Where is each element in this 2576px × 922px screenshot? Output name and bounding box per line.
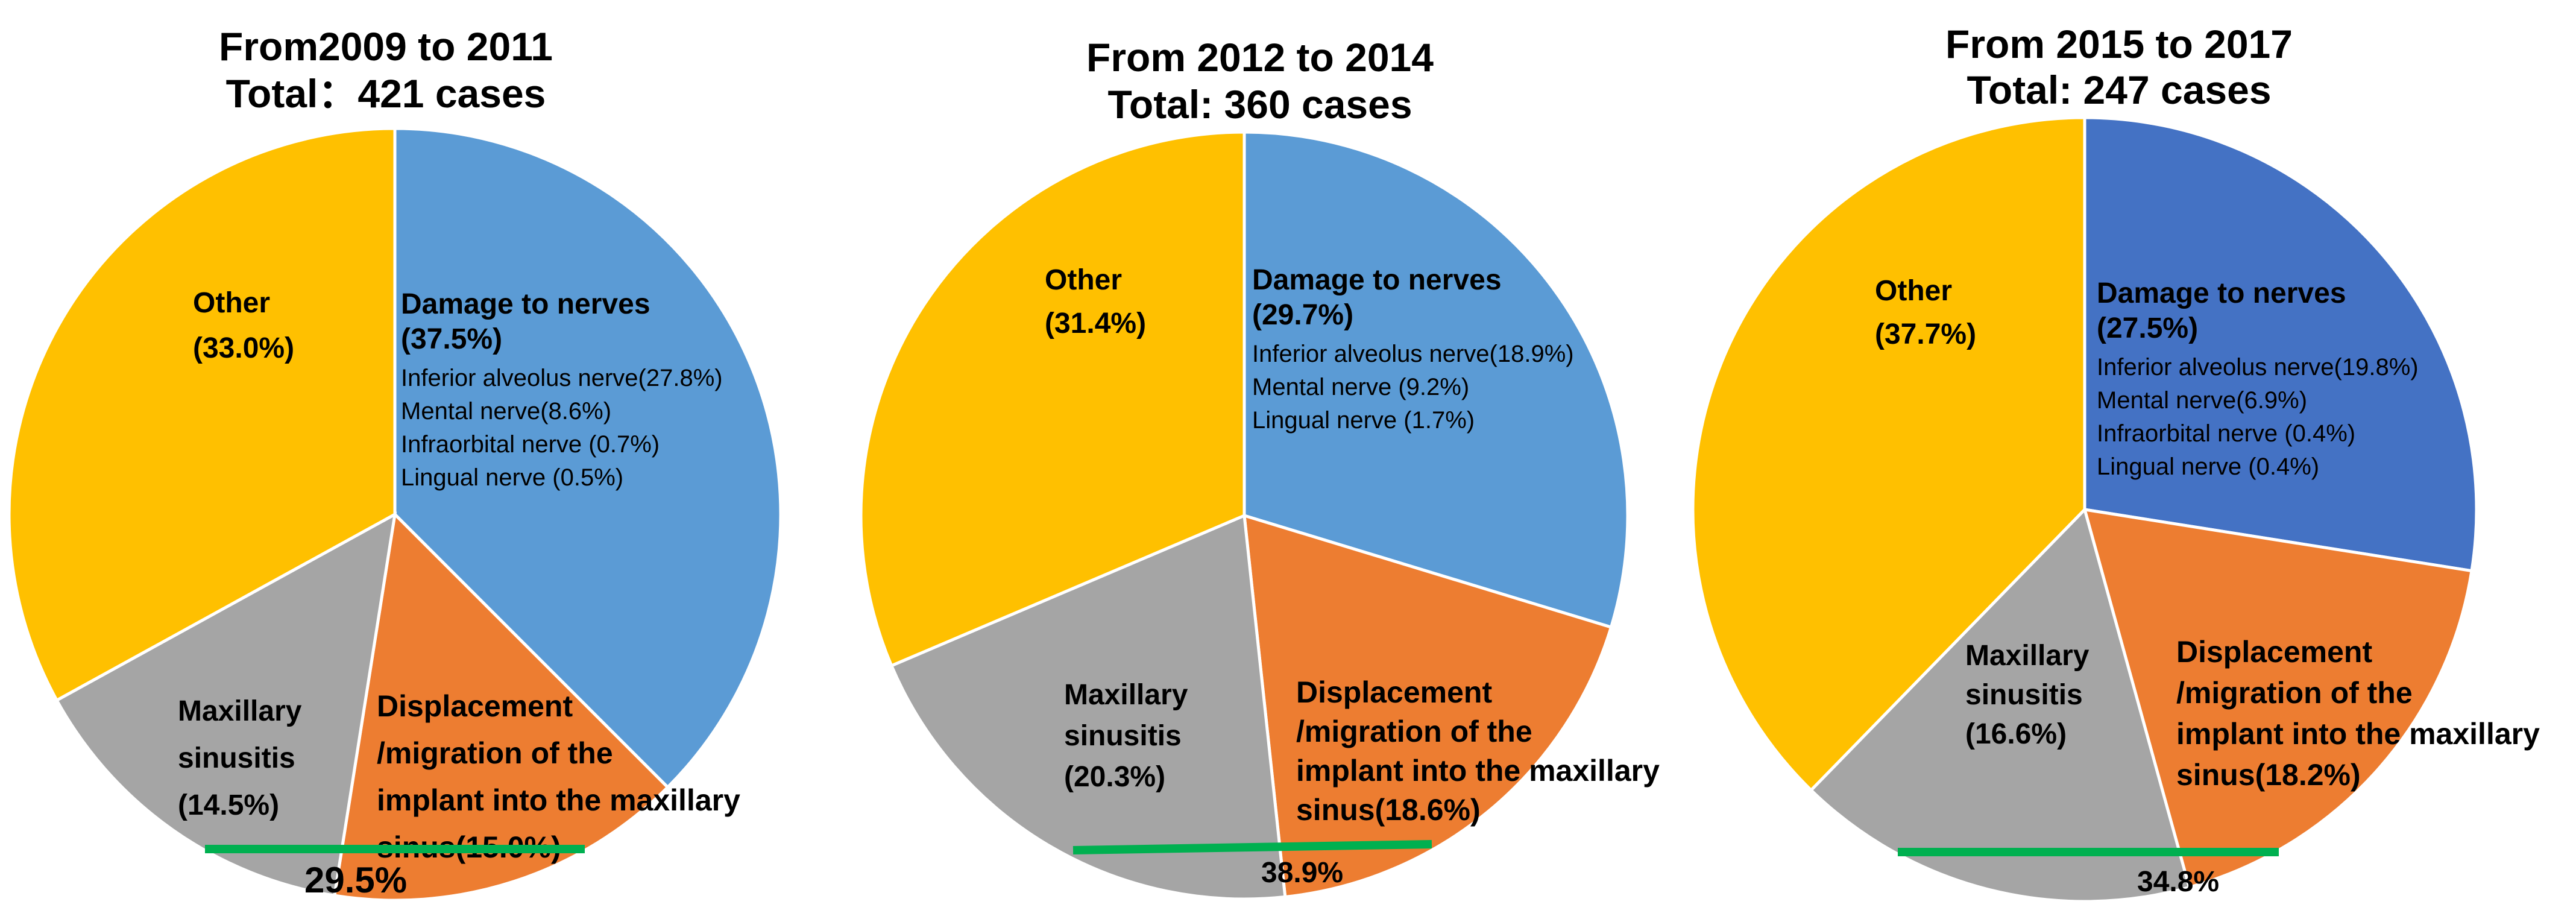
slice-detail-label: Inferior alveolus nerve(27.8%) — [401, 365, 723, 391]
slice-label: Maxillary — [1965, 640, 2089, 672]
slice-value-label: (37.5%) — [401, 323, 502, 355]
pie-slice — [1809, 507, 2191, 903]
chart-subtitle: Total: 247 cases — [1967, 68, 2271, 112]
slice-detail-label: Inferior alveolus nerve(19.8%) — [2097, 354, 2419, 380]
chart-subtitle: Total: 360 cases — [1107, 82, 1412, 127]
chart-title: From 2012 to 2014 — [1086, 35, 1434, 80]
slice-label: (37.7%) — [1875, 318, 1976, 350]
slice-label: Displacement — [377, 689, 573, 723]
slice-detail-label: Infraorbital nerve (0.7%) — [401, 431, 660, 458]
slice-label: implant into the maxillary — [2176, 717, 2540, 751]
slice-detail-label: Infraorbital nerve (0.4%) — [2097, 420, 2355, 447]
slice-label: (16.6%) — [1965, 718, 2067, 750]
slice-label: Damage to nerves — [401, 288, 650, 320]
slice-detail-label: Mental nerve(8.6%) — [401, 398, 611, 425]
pie-slice — [859, 130, 1246, 668]
slice-label: Damage to nerves — [1252, 264, 1502, 296]
slice-label: (20.3%) — [1064, 761, 1165, 793]
pie-slice — [2083, 116, 2478, 573]
combined-percent-label: 38.9% — [1261, 857, 1343, 889]
slice-detail-label: Mental nerve(6.9%) — [2097, 387, 2307, 414]
slice-label: Displacement — [2176, 635, 2372, 669]
pie-slice — [1242, 130, 1630, 630]
slice-label: implant into the maxillary — [1296, 754, 1660, 788]
slice-label: Maxillary — [1064, 679, 1188, 711]
combined-percent-label: 34.8% — [2137, 866, 2219, 898]
slice-label: Damage to nerves — [2097, 277, 2346, 309]
slice-detail-label: Mental nerve (9.2%) — [1252, 374, 1469, 400]
pie-slice — [54, 511, 397, 897]
slice-label: sinus(18.6%) — [1296, 793, 1481, 827]
pie-slice — [7, 127, 397, 703]
slice-label: implant into the maxillary — [377, 783, 740, 817]
pie-slice — [2082, 507, 2474, 889]
slice-detail-label: Lingual nerve (0.5%) — [401, 464, 623, 491]
slice-detail-label: Inferior alveolus nerve(18.9%) — [1252, 341, 1574, 367]
slice-label: /migration of the — [2176, 676, 2413, 710]
slice-label: Other — [1875, 275, 1952, 307]
slice-label: sinusitis — [1064, 720, 1182, 752]
slice-label: Other — [193, 287, 270, 319]
pie-slice — [393, 127, 783, 790]
slice-label: sinusitis — [178, 742, 295, 774]
slice-label: /migration of the — [1296, 715, 1532, 748]
slice-label: (14.5%) — [178, 789, 279, 821]
chart-title: From 2015 to 2017 — [1945, 22, 2293, 66]
chart-subtitle: Total：421 cases — [226, 71, 546, 116]
slice-detail-label: Lingual nerve (1.7%) — [1252, 407, 1475, 434]
slice-label: sinusitis — [1965, 679, 2083, 711]
slice-label: (31.4%) — [1045, 308, 1146, 339]
pie-slice — [889, 513, 1287, 901]
slice-value-label: (29.7%) — [1252, 299, 1353, 331]
slice-label: /migration of the — [377, 736, 613, 770]
slice-value-label: (27.5%) — [2097, 312, 2198, 344]
slice-label: sinus(18.2%) — [2176, 758, 2361, 792]
slice-label: (33.0%) — [193, 332, 294, 364]
combined-percent-label: 29.5% — [304, 860, 407, 900]
pie-slice — [1242, 513, 1613, 899]
slice-label: Displacement — [1296, 675, 1492, 709]
slice-label: Maxillary — [178, 695, 302, 727]
combined-underline — [1072, 840, 1432, 854]
chart-title: From2009 to 2011 — [219, 24, 553, 69]
slice-detail-label: Lingual nerve (0.4%) — [2097, 453, 2319, 480]
slice-label: Other — [1045, 264, 1122, 296]
pie-slice — [1691, 116, 2086, 792]
pie-slice — [333, 511, 670, 902]
